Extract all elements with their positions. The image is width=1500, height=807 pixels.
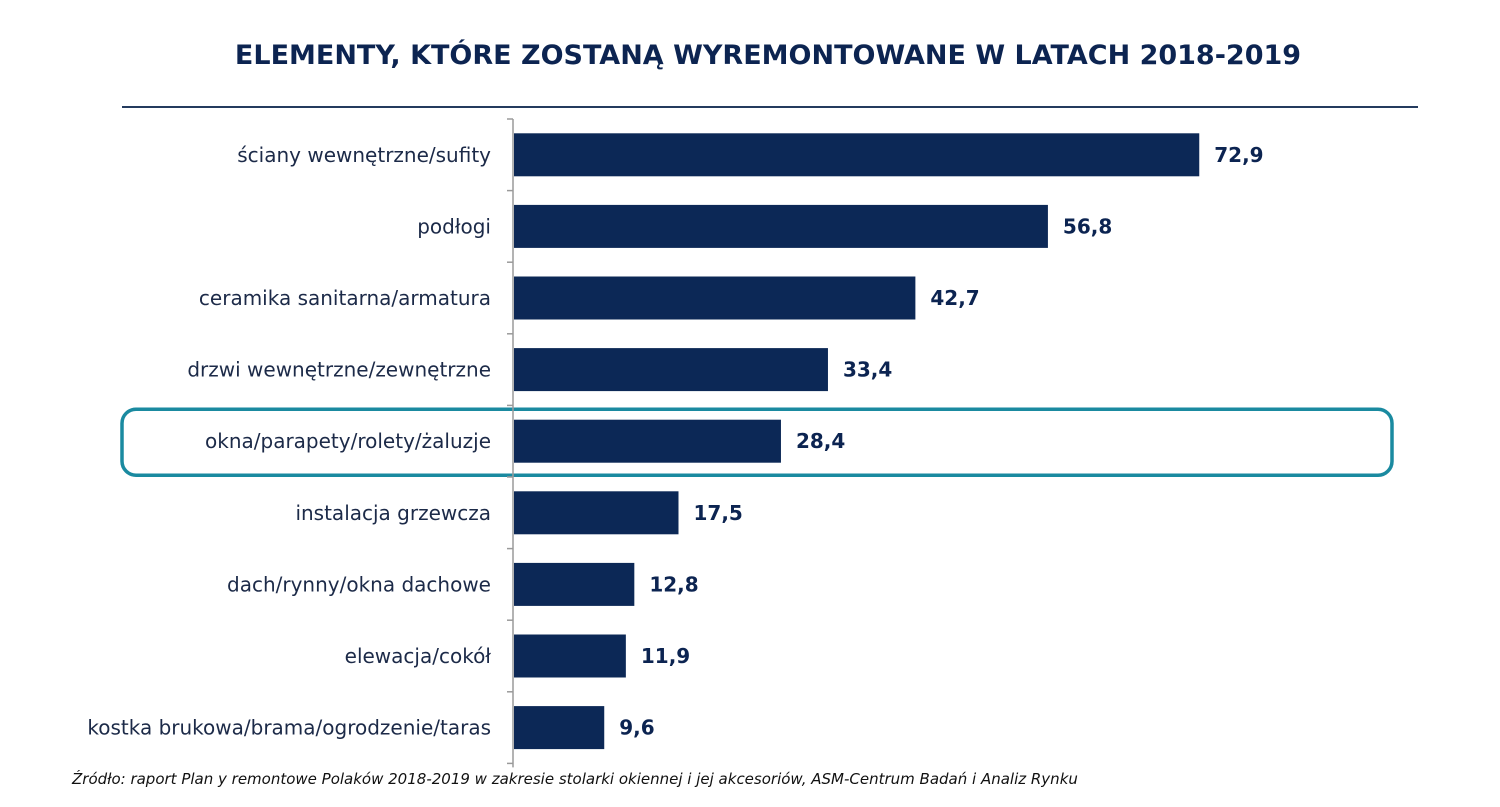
chart-title: ELEMENTY, KTÓRE ZOSTANĄ WYREMONTOWANE W … [234, 40, 1302, 71]
bar [514, 562, 635, 606]
highlight-box [120, 407, 1394, 477]
category-label: podłogi [417, 214, 491, 238]
value-label: 33,4 [843, 358, 892, 382]
category-label: kostka brukowa/brama/ogrodzenie/taras [87, 716, 491, 740]
highlight-layer [120, 407, 1394, 477]
bar [514, 419, 781, 463]
category-axis [507, 118, 514, 768]
bar [514, 204, 1048, 248]
bar [514, 634, 626, 678]
value-label: 72,9 [1214, 143, 1263, 167]
value-label: 9,6 [619, 716, 654, 740]
bar [514, 133, 1200, 177]
value-label: 56,8 [1063, 214, 1112, 238]
bar [514, 276, 916, 320]
category-label: drzwi wewnętrzne/zewnętrzne [187, 358, 491, 382]
source-note: Źródło: raport Plan y remontowe Polaków … [72, 770, 1078, 788]
bar [514, 706, 605, 750]
labels-layer: ściany wewnętrzne/sufity 72,9 podłogi 56,8 c… [87, 143, 1263, 740]
category-label: dach/rynny/okna dachowe [227, 572, 491, 596]
value-label: 42,7 [930, 286, 979, 310]
bar [514, 491, 679, 535]
bar [514, 348, 828, 392]
bars-layer [514, 133, 1200, 750]
category-label: instalacja grzewcza [295, 501, 491, 525]
value-label: 11,9 [641, 644, 690, 668]
category-label: okna/parapety/rolety/żaluzje [205, 429, 491, 453]
category-label: ceramika sanitarna/armatura [199, 286, 491, 310]
value-label: 28,4 [796, 429, 845, 453]
value-label: 17,5 [694, 501, 743, 525]
title-divider [122, 106, 1418, 108]
value-label: 12,8 [649, 572, 698, 596]
category-label: elewacja/cokół [345, 644, 492, 668]
category-label: ściany wewnętrzne/sufity [237, 143, 491, 167]
